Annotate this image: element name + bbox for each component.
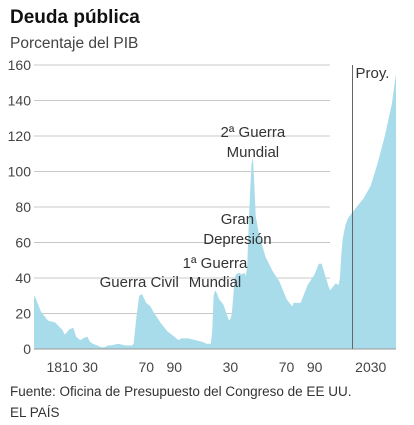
x-axis-ticks: 1810 30 70 90 30 70 90 2030 — [46, 359, 386, 375]
x-tick-label-1870: 70 — [138, 359, 154, 375]
projection-label: Proy. — [356, 65, 390, 82]
x-tick-label-1930: 30 — [223, 359, 239, 375]
y-tick-label-40: 40 — [15, 270, 31, 286]
chart-subtitle: Porcentaje del PIB — [10, 35, 139, 52]
y-tick-label-60: 60 — [15, 235, 31, 251]
x-tick-label-1810: 1810 — [46, 359, 77, 375]
y-tick-label-20: 20 — [15, 306, 31, 322]
annotation-1919-line-0: 1ª Guerra — [183, 255, 248, 272]
source-note: Fuente: Oficina de Presupuesto del Congr… — [10, 384, 352, 399]
chart-title: Deuda pública — [10, 7, 140, 28]
grid-lines — [34, 64, 330, 314]
y-tick-label-140: 140 — [8, 93, 32, 109]
x-tick-label-2030: 2030 — [355, 359, 386, 375]
y-tick-label-100: 100 — [8, 164, 32, 180]
debt-area — [34, 73, 396, 350]
y-axis-ticks: 0 20 40 60 80 100 120 140 160 — [8, 57, 32, 357]
x-tick-label-1890: 90 — [167, 359, 183, 375]
y-tick-label-0: 0 — [23, 341, 31, 357]
annotation-1946-line-0: 2ª Guerra — [221, 124, 286, 141]
annotation-1865-line-0: Guerra Civil — [100, 274, 179, 291]
annotation-1935-line-0: Gran — [221, 211, 254, 228]
x-tick-label-1830: 30 — [82, 359, 98, 375]
annotation-1946-line-1: Mundial — [227, 144, 280, 161]
y-tick-label-160: 160 — [8, 57, 32, 73]
y-tick-label-80: 80 — [15, 199, 31, 215]
annotation-1935-line-1: Depresión — [203, 231, 271, 248]
annotation-1919-line-1: Mundial — [189, 274, 242, 291]
x-tick-label-1970: 70 — [279, 359, 295, 375]
y-tick-label-120: 120 — [8, 128, 32, 144]
x-tick-label-1990: 90 — [307, 359, 323, 375]
credit-note: EL PAÍS — [10, 405, 60, 420]
